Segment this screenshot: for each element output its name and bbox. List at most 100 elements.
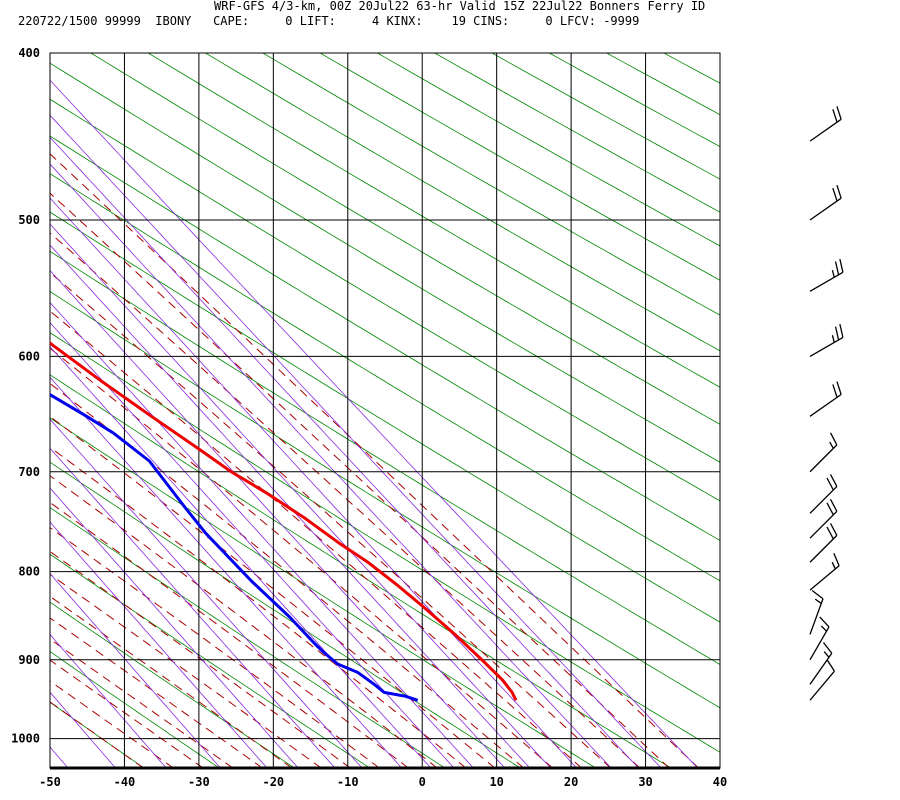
mixing-ratio-line [50, 573, 221, 768]
dry-adiabat [50, 651, 220, 768]
moist-adiabat [50, 232, 641, 768]
moist-adiabat [50, 501, 409, 768]
moist-adiabat [50, 573, 322, 768]
dry-adiabat [205, 53, 720, 352]
wind-barb-flag [826, 502, 834, 516]
temperature-line [50, 341, 518, 701]
wind-barb-staff [809, 336, 844, 357]
dry-adiabat [50, 291, 720, 709]
wind-barbs [809, 106, 844, 701]
wind-barb [809, 616, 830, 661]
wind-barb [809, 474, 838, 514]
wind-barb-flag [833, 552, 840, 566]
moist-adiabat [50, 382, 525, 768]
wind-barb-flag [829, 474, 838, 487]
wind-barb-staff [809, 598, 824, 635]
wind-barb-flag [811, 590, 824, 600]
stability-parameters: 220722/1500 99999 IBONY CAPE: 0 LIFT: 4 … [18, 14, 640, 28]
wind-barb-flag [832, 109, 838, 123]
wind-barb-staff [809, 444, 838, 473]
moist-adiabat [50, 475, 438, 768]
dry-adiabat [434, 53, 720, 213]
wind-barb [809, 590, 824, 635]
dry-adiabat [836, 53, 900, 768]
wind-barb-flag [839, 324, 844, 338]
y-tick-label: 1000 [11, 732, 40, 746]
wind-barb-flag [836, 185, 842, 199]
mixing-ratio-line [50, 418, 363, 768]
wind-barb-staff [809, 197, 842, 221]
dry-adiabat [893, 53, 900, 768]
mixing-ratio-line [50, 487, 299, 768]
mixing-ratio-line [50, 197, 578, 768]
mixing-ratio-line [50, 376, 402, 768]
wind-barb [809, 106, 842, 142]
wind-barb-staff [809, 652, 833, 685]
wind-barb [809, 499, 838, 539]
x-tick-label: -30 [188, 775, 210, 789]
dry-adiabat [50, 98, 720, 502]
dry-adiabat [377, 53, 720, 247]
dry-adiabat [549, 53, 720, 148]
chart-title: WRF-GFS 4/3-km, 00Z 20Jul22 63-hr Valid … [214, 0, 706, 13]
wind-barb [809, 432, 838, 473]
dry-adiabat [50, 250, 720, 666]
dry-adiabat [147, 53, 720, 388]
dry-adiabat [606, 53, 720, 116]
y-tick-label: 600 [18, 349, 40, 363]
dry-adiabat [50, 507, 446, 768]
dry-adiabat [663, 53, 720, 84]
x-tick-label: -50 [39, 775, 61, 789]
y-tick-labels: 400 500 600 700 800 900 1000 [11, 46, 40, 746]
mixing-ratio-line [50, 114, 662, 768]
wind-barb-staff [809, 565, 840, 591]
dry-adiabat [50, 553, 371, 768]
x-tick-label: 10 [489, 775, 503, 789]
wind-barb-half-flag [820, 625, 827, 632]
wind-barb [809, 258, 844, 292]
y-tick-label: 900 [18, 653, 40, 667]
wind-barb-flag [836, 106, 842, 120]
moist-adiabat [50, 659, 204, 768]
wind-barb [809, 642, 833, 685]
wind-barb-flag [832, 187, 838, 202]
wind-barb-half-flag [814, 598, 822, 604]
x-tick-label: 30 [638, 775, 652, 789]
wind-barb [809, 659, 835, 701]
moist-adiabat [50, 680, 174, 768]
dry-adiabat [50, 62, 720, 463]
wind-barb-flag [839, 258, 844, 273]
wind-barb-half-flag [823, 651, 830, 658]
profiles [50, 341, 518, 702]
moist-adiabat [50, 153, 699, 768]
dry-adiabat [50, 135, 720, 541]
wind-barb-flag [834, 261, 840, 275]
grid [49, 52, 721, 770]
wind-barb-staff [809, 534, 838, 563]
y-tick-label: 700 [18, 465, 40, 479]
x-tick-label: 0 [419, 775, 426, 789]
dry-adiabat [90, 53, 720, 425]
dewpoint-line [50, 392, 419, 702]
mixing-ratio-line [50, 691, 116, 768]
wind-barb-flag [829, 499, 838, 512]
y-tick-label: 500 [18, 213, 40, 227]
wind-barb [809, 185, 842, 221]
wind-barb-half-flag [829, 441, 834, 449]
mixing-ratio-line [50, 244, 531, 768]
mixing-ratio-line [50, 346, 432, 768]
moist-adiabat [50, 527, 380, 768]
dry-adiabat [50, 601, 295, 768]
dry-adiabat [779, 53, 900, 768]
moist-adiabat [50, 550, 351, 768]
mixing-ratio-line [50, 633, 167, 768]
y-tick-label: 400 [18, 46, 40, 60]
wind-barb [809, 324, 844, 357]
y-tick-label: 800 [18, 565, 40, 579]
wind-barb-flag [826, 659, 835, 672]
mixing-ratio-line [50, 447, 336, 768]
wind-barb-staff [809, 271, 844, 292]
moist-adiabat [50, 347, 553, 768]
x-tick-labels: -50 -40 -30 -20 -10 0 10 20 30 40 [39, 775, 727, 789]
